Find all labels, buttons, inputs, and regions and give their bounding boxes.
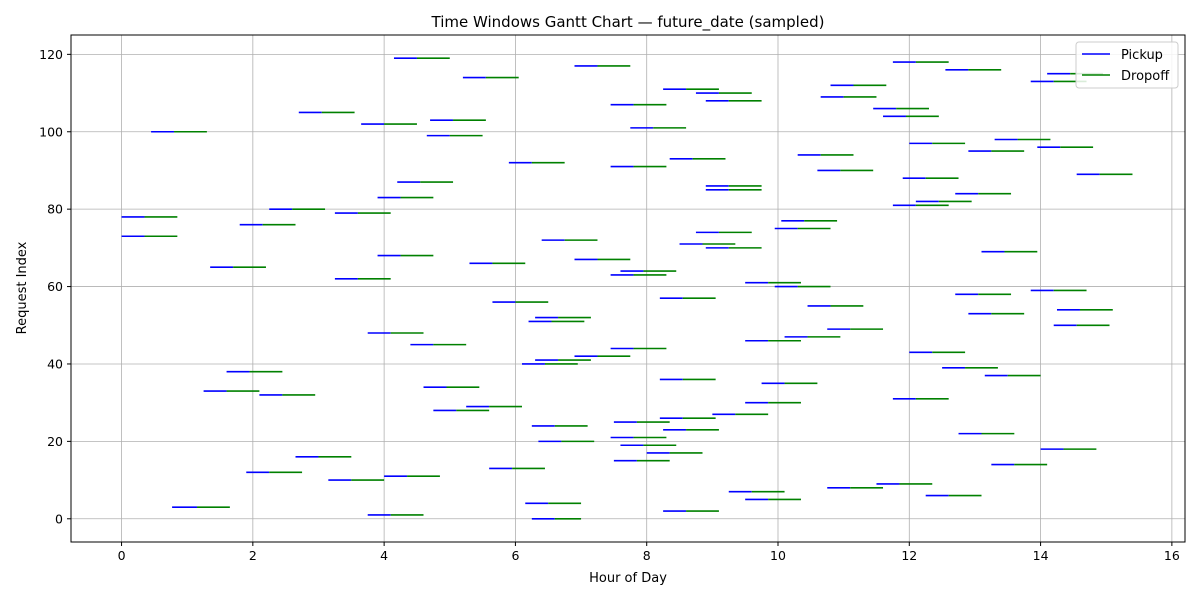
y-tick-label: 40	[47, 356, 63, 371]
chart-title: Time Windows Gantt Chart — future_date (…	[431, 13, 825, 32]
plot-frame	[70, 34, 1186, 543]
request-bars	[121, 57, 1133, 520]
y-tick-label: 0	[55, 511, 63, 526]
x-tick-label: 10	[770, 548, 786, 563]
y-tick-label: 60	[47, 279, 63, 294]
legend-dropoff-label: Dropoff	[1121, 69, 1170, 84]
legend: Pickup Dropoff	[1075, 41, 1179, 89]
x-axis-label: Hour of Day	[589, 571, 667, 586]
y-tick-label: 100	[39, 124, 63, 139]
x-tick-label: 4	[380, 548, 388, 563]
x-tick-label: 8	[643, 548, 651, 563]
x-tick-label: 16	[1164, 548, 1180, 563]
y-axis-ticks: 0 20 40 60 80 100 120	[39, 47, 71, 526]
y-tick-label: 20	[47, 434, 63, 449]
grid-lines	[71, 35, 1185, 542]
y-tick-label: 80	[47, 202, 63, 217]
legend-pickup-label: Pickup	[1121, 48, 1163, 63]
x-tick-label: 0	[118, 548, 126, 563]
x-tick-label: 14	[1033, 548, 1049, 563]
x-tick-label: 6	[511, 548, 519, 563]
x-axis-ticks: 0 2 4 6 8 10 12 14 16	[118, 542, 1180, 563]
x-tick-label: 12	[901, 548, 917, 563]
y-tick-label: 120	[39, 47, 63, 62]
y-axis-label: Request Index	[15, 241, 30, 334]
x-tick-label: 2	[249, 548, 257, 563]
